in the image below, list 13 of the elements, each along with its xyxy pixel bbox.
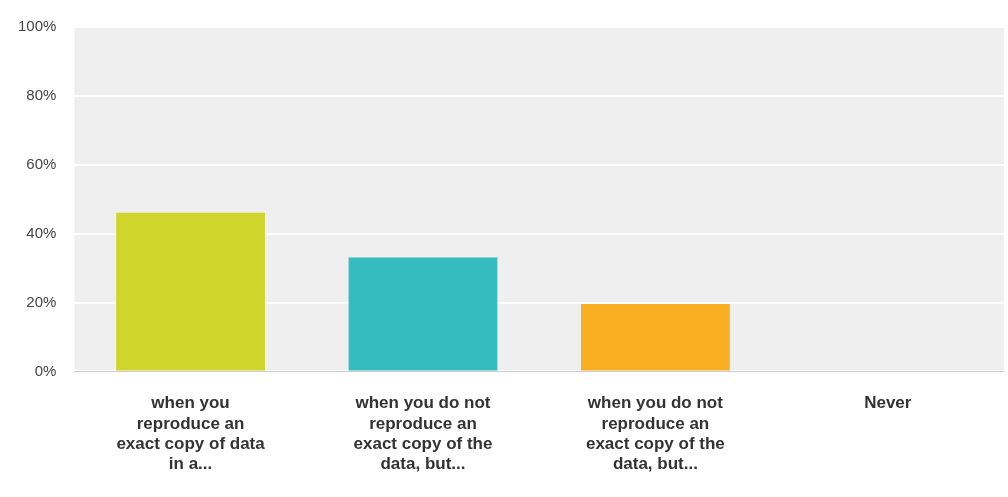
x-tick-label: Never — [864, 393, 912, 413]
y-tick-label: 0% — [34, 361, 57, 379]
x-tick-label: when you do not reproduce an exact copy of the data, but... — [353, 393, 493, 474]
y-tick-label: 80% — [26, 86, 57, 104]
bar — [116, 212, 265, 371]
x-tick-label: when you reproduce an exact copy of data in a... — [116, 393, 266, 474]
bar — [581, 303, 730, 371]
y-tick-label: 40% — [26, 223, 57, 241]
y-tick-label: 100% — [17, 17, 57, 35]
y-tick-label: 60% — [26, 154, 57, 172]
y-tick-label: 20% — [26, 292, 57, 310]
bar — [348, 257, 498, 371]
x-tick-label: when you do not reproduce an exact copy of the data, but... — [585, 393, 725, 474]
